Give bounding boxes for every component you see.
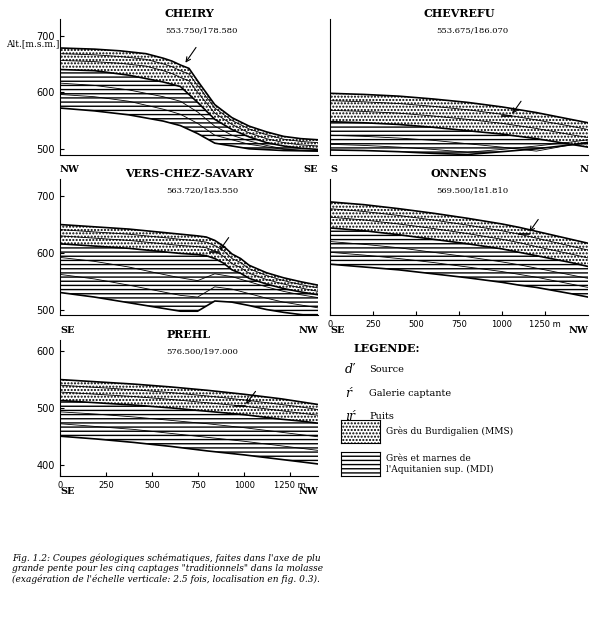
Title: VERS-CHEZ-SAVARY: VERS-CHEZ-SAVARY: [125, 168, 253, 179]
Text: ıŕ: ıŕ: [345, 410, 355, 423]
Text: Alt.[m.s.m.]: Alt.[m.s.m.]: [6, 39, 59, 48]
Text: Source: Source: [369, 365, 404, 374]
Text: Fig. 1.2: Coupes géologiques schématiques, faites dans l'axe de plu
grande pente: Fig. 1.2: Coupes géologiques schématique…: [12, 553, 323, 584]
Text: NW: NW: [568, 326, 588, 335]
Text: S: S: [330, 166, 337, 174]
Title: ONNENS: ONNENS: [431, 168, 487, 179]
Text: LEGENDE:: LEGENDE:: [354, 343, 421, 354]
Text: NW: NW: [298, 326, 318, 335]
Text: Grès du Burdigalien (MMS): Grès du Burdigalien (MMS): [386, 426, 513, 436]
Text: 563.720/183.550: 563.720/183.550: [166, 187, 238, 195]
Text: Puits: Puits: [369, 412, 394, 421]
Text: ŕ: ŕ: [345, 386, 351, 400]
Text: ď: ď: [345, 363, 353, 376]
Text: N: N: [579, 166, 588, 174]
Text: SE: SE: [304, 166, 318, 174]
Text: SE: SE: [60, 326, 74, 335]
Text: 576.500/197.000: 576.500/197.000: [166, 348, 238, 356]
Text: 553.750/178.580: 553.750/178.580: [166, 27, 238, 35]
Text: SE: SE: [330, 326, 344, 335]
Text: Galerie captante: Galerie captante: [369, 389, 451, 397]
Title: CHEVREFU: CHEVREFU: [423, 7, 495, 19]
Text: Grès et marnes de
l'Aquitanien sup. (MDI): Grès et marnes de l'Aquitanien sup. (MDI…: [386, 454, 493, 474]
Text: 553.675/186.070: 553.675/186.070: [436, 27, 508, 35]
Text: 569.500/181.810: 569.500/181.810: [436, 187, 508, 195]
Title: PREHL: PREHL: [167, 329, 211, 340]
Text: NW: NW: [298, 487, 318, 496]
Text: NW: NW: [60, 166, 80, 174]
Text: SE: SE: [60, 487, 74, 496]
Title: CHEIRY: CHEIRY: [164, 7, 214, 19]
